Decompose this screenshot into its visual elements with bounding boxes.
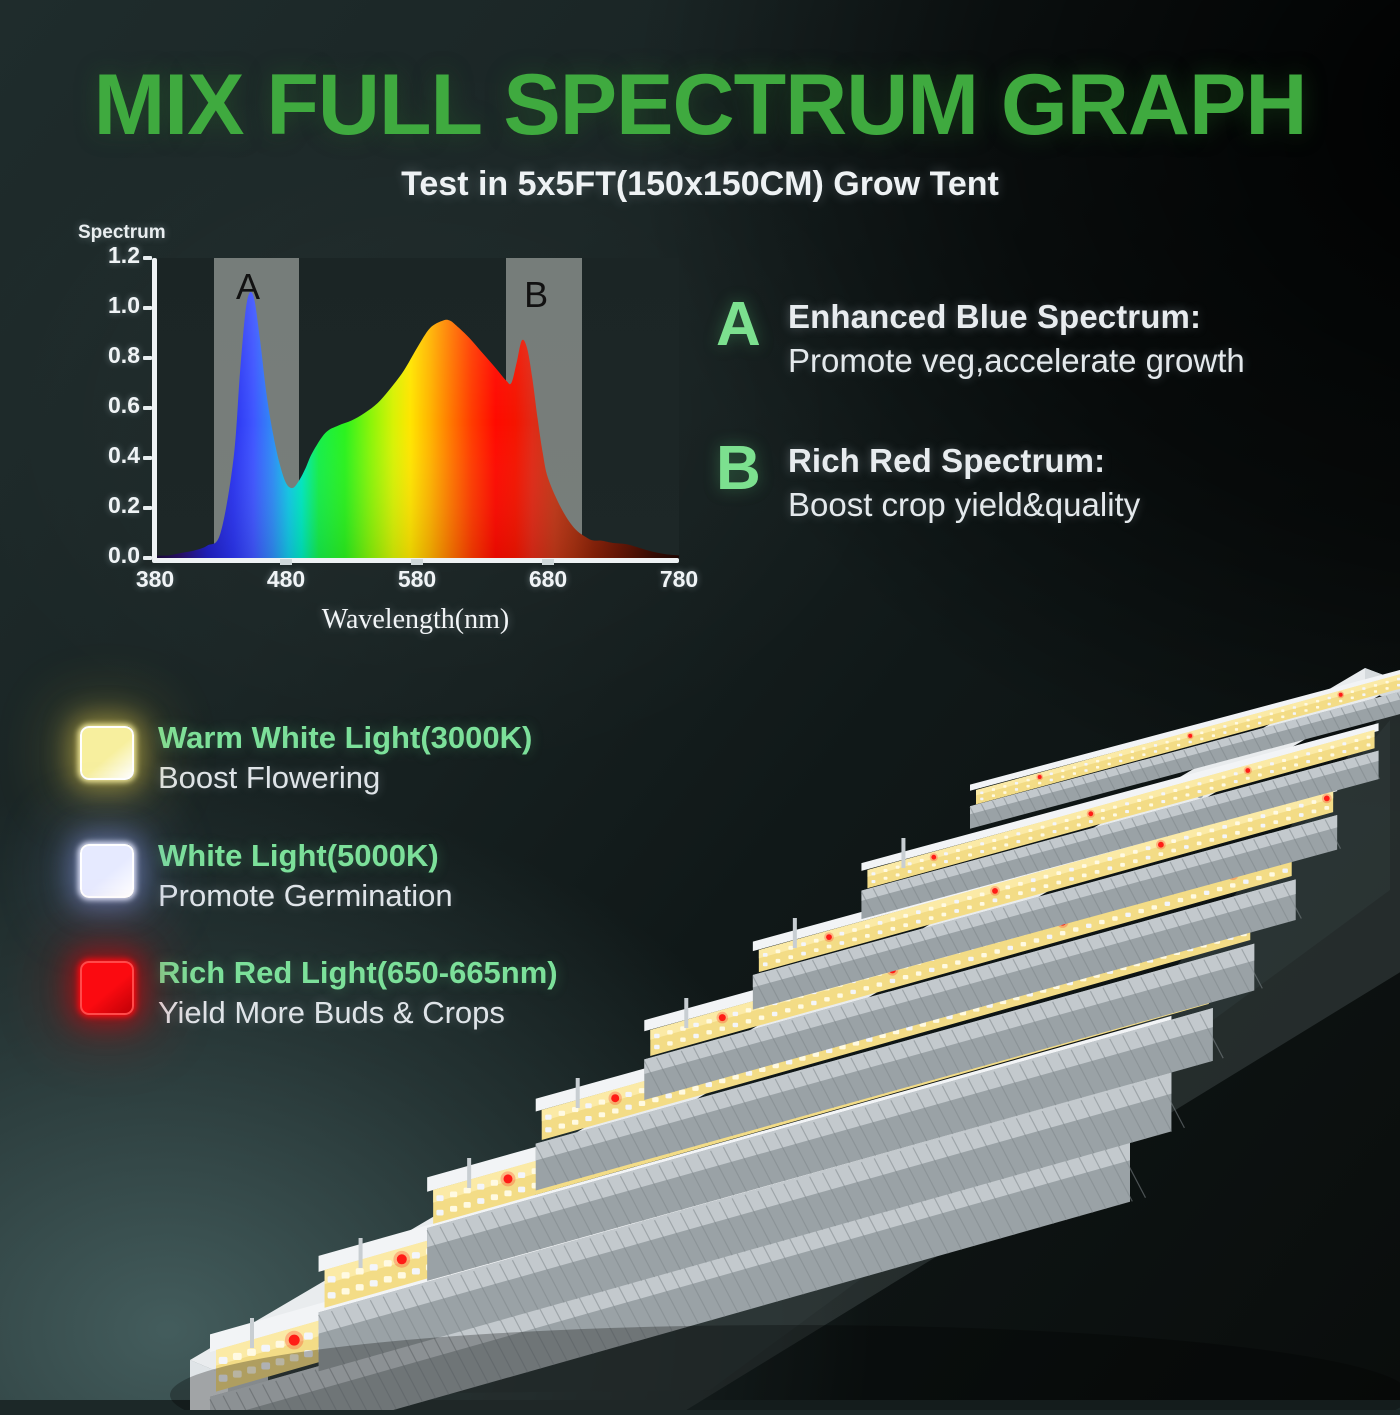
white-led-chip-icon [80,844,134,898]
y-tick-label: 0.6 [76,392,140,419]
callout-a: A Enhanced Blue Spectrum: Promote veg,ac… [716,296,1245,380]
y-tick-mark [143,306,152,310]
y-tick-mark [143,406,152,410]
x-tick-label: 480 [236,566,336,593]
y-tick-mark [143,456,152,460]
y-tick-label: 1.2 [76,242,140,269]
page-subtitle: Test in 5x5FT(150x150CM) Grow Tent [0,165,1400,204]
callout-a-title: Enhanced Blue Spectrum: [788,298,1245,336]
y-tick-mark [143,256,152,260]
y-tick-label: 0.4 [76,442,140,469]
x-tick-mark [411,559,423,565]
y-tick-label: 0.8 [76,342,140,369]
y-tick-mark [143,556,152,560]
x-tick-mark [280,559,292,565]
x-tick-label: 380 [105,566,205,593]
y-tick-label: 0.2 [76,492,140,519]
y-tick-label: 0.0 [76,542,140,569]
y-axis-line [152,258,157,560]
led-grow-light-fixture [150,660,1400,1410]
y-tick-label: 1.0 [76,292,140,319]
callout-b-title: Rich Red Spectrum: [788,442,1140,480]
fixture-illustration [150,660,1400,1410]
x-axis-label: Wavelength(nm) [152,604,679,636]
callout-a-letter: A [716,296,788,355]
x-tick-label: 580 [367,566,467,593]
callout-b-description: Boost crop yield&quality [788,486,1140,524]
band-a-label: A [236,266,260,308]
band-b-label: B [524,274,548,316]
warm-white-led-chip-icon [80,726,134,780]
callout-b-letter: B [716,440,788,499]
rich-red-led-chip-icon [80,961,134,1015]
y-tick-mark [143,506,152,510]
x-tick-mark [542,559,554,565]
x-tick-label: 780 [629,566,729,593]
callout-b: B Rich Red Spectrum: Boost crop yield&qu… [716,440,1140,524]
y-tick-mark [143,356,152,360]
page-title: MIX FULL SPECTRUM GRAPH [0,56,1400,155]
x-tick-label: 680 [498,566,598,593]
callout-a-description: Promote veg,accelerate growth [788,342,1245,380]
